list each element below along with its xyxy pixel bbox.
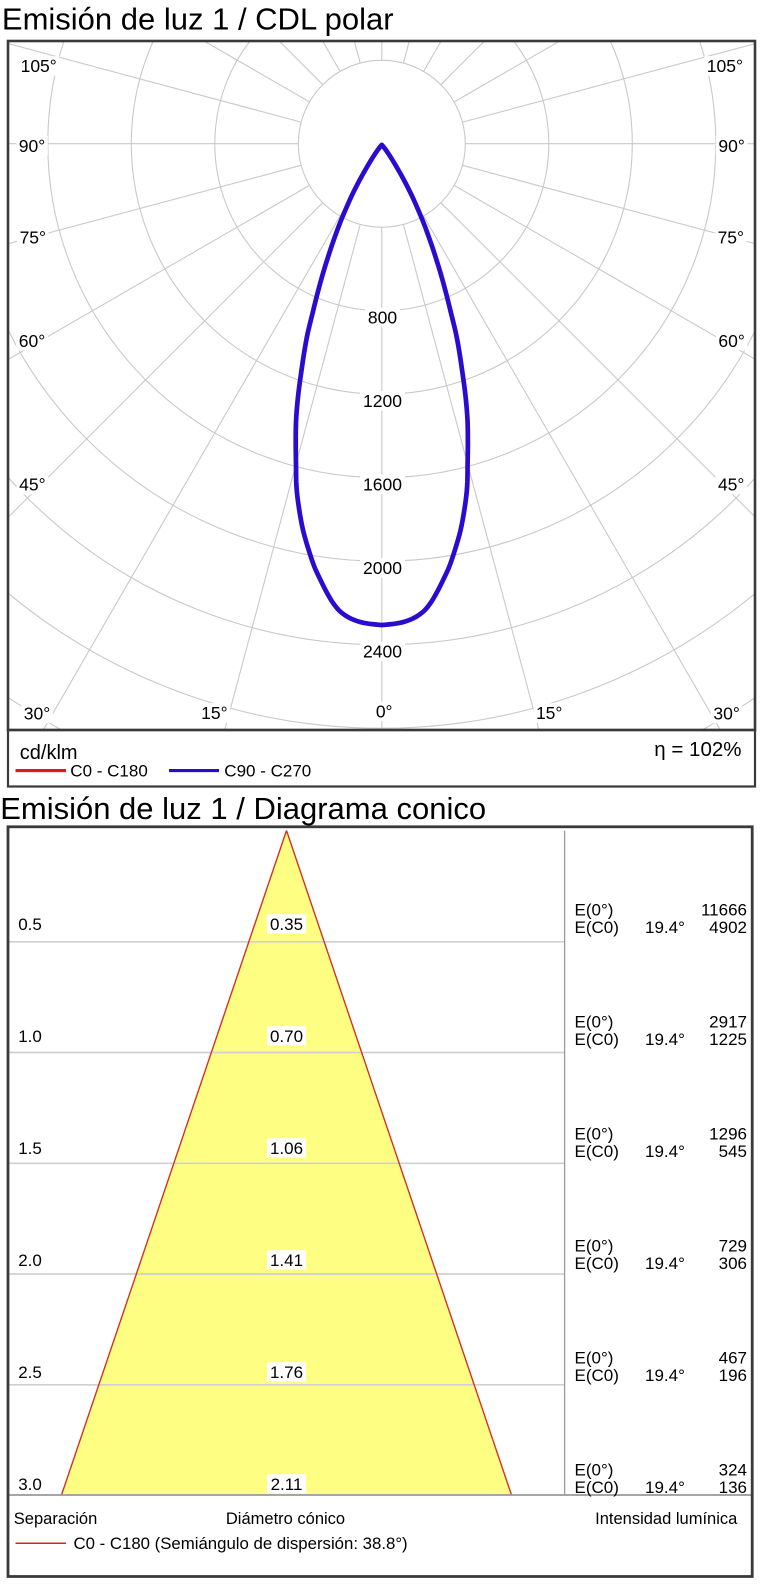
svg-text:105°: 105° <box>707 56 743 76</box>
svg-text:C90 - C270: C90 - C270 <box>224 762 311 781</box>
svg-text:E(C0): E(C0) <box>575 1254 619 1273</box>
svg-text:Separación: Separación <box>14 1510 97 1528</box>
svg-text:45°: 45° <box>19 475 45 495</box>
svg-text:E(0°): E(0°) <box>575 1013 614 1032</box>
svg-text:60°: 60° <box>718 331 744 351</box>
svg-text:E(C0): E(C0) <box>575 1478 619 1497</box>
svg-text:C0 - C180: C0 - C180 <box>70 762 147 781</box>
svg-text:2400: 2400 <box>363 642 402 662</box>
svg-text:0.70: 0.70 <box>270 1027 303 1046</box>
svg-text:19.4°: 19.4° <box>645 1366 685 1385</box>
svg-text:19.4°: 19.4° <box>645 1030 685 1049</box>
svg-text:545: 545 <box>719 1142 747 1161</box>
svg-text:19.4°: 19.4° <box>645 1478 685 1497</box>
svg-text:45°: 45° <box>718 475 744 495</box>
svg-text:Emisión de luz 1 / CDL polar: Emisión de luz 1 / CDL polar <box>2 1 394 36</box>
svg-text:105°: 105° <box>21 56 57 76</box>
svg-text:75°: 75° <box>718 228 744 248</box>
svg-text:Diámetro cónico: Diámetro cónico <box>226 1510 345 1528</box>
svg-text:0.35: 0.35 <box>270 915 303 934</box>
svg-text:1.06: 1.06 <box>270 1139 303 1158</box>
svg-text:136: 136 <box>719 1478 747 1497</box>
svg-text:729: 729 <box>719 1237 747 1256</box>
svg-text:19.4°: 19.4° <box>645 1254 685 1273</box>
svg-text:E(0°): E(0°) <box>575 1237 614 1256</box>
svg-text:1.76: 1.76 <box>270 1363 303 1382</box>
svg-text:η = 102%: η = 102% <box>654 738 741 761</box>
svg-text:C0 - C180 (Semiángulo de dispe: C0 - C180 (Semiángulo de dispersión: 38.… <box>74 1534 408 1553</box>
svg-text:196: 196 <box>719 1366 747 1385</box>
svg-text:0.5: 0.5 <box>18 915 42 934</box>
svg-text:90°: 90° <box>718 136 744 156</box>
svg-text:1200: 1200 <box>363 391 402 411</box>
svg-text:467: 467 <box>719 1349 747 1368</box>
svg-text:30°: 30° <box>24 704 50 724</box>
svg-text:2.0: 2.0 <box>18 1251 42 1270</box>
svg-text:0°: 0° <box>376 702 393 722</box>
svg-text:30°: 30° <box>713 704 739 724</box>
svg-text:Emisión de luz 1 / Diagrama co: Emisión de luz 1 / Diagrama conico <box>0 791 486 826</box>
svg-text:2000: 2000 <box>363 558 402 578</box>
svg-text:E(0°): E(0°) <box>575 1461 614 1480</box>
svg-text:1296: 1296 <box>709 1125 747 1144</box>
svg-text:60°: 60° <box>19 331 45 351</box>
svg-text:E(C0): E(C0) <box>575 1366 619 1385</box>
svg-text:E(C0): E(C0) <box>575 1142 619 1161</box>
svg-text:1.5: 1.5 <box>18 1139 42 1158</box>
svg-text:90°: 90° <box>19 136 45 156</box>
svg-text:4902: 4902 <box>709 918 747 937</box>
svg-text:15°: 15° <box>536 703 562 723</box>
svg-text:E(0°): E(0°) <box>575 1125 614 1144</box>
svg-text:75°: 75° <box>20 228 46 248</box>
svg-text:19.4°: 19.4° <box>645 1142 685 1161</box>
svg-text:cd/klm: cd/klm <box>20 742 78 764</box>
svg-text:15°: 15° <box>201 703 227 723</box>
svg-text:2.11: 2.11 <box>271 1475 303 1494</box>
svg-text:306: 306 <box>719 1254 747 1273</box>
svg-text:1225: 1225 <box>709 1030 747 1049</box>
svg-text:2917: 2917 <box>709 1013 747 1032</box>
svg-text:324: 324 <box>719 1461 747 1480</box>
svg-text:1.41: 1.41 <box>270 1251 303 1270</box>
svg-text:800: 800 <box>368 308 397 328</box>
svg-text:E(C0): E(C0) <box>575 918 619 937</box>
svg-text:1.0: 1.0 <box>18 1027 42 1046</box>
svg-text:3.0: 3.0 <box>18 1475 42 1494</box>
svg-text:E(0°): E(0°) <box>575 901 614 920</box>
svg-text:2.5: 2.5 <box>18 1363 42 1382</box>
svg-text:19.4°: 19.4° <box>645 918 685 937</box>
svg-text:E(C0): E(C0) <box>575 1030 619 1049</box>
svg-text:11666: 11666 <box>701 901 747 920</box>
svg-text:Intensidad lumínica: Intensidad lumínica <box>595 1510 738 1528</box>
svg-text:E(0°): E(0°) <box>575 1349 614 1368</box>
svg-text:1600: 1600 <box>363 475 402 495</box>
